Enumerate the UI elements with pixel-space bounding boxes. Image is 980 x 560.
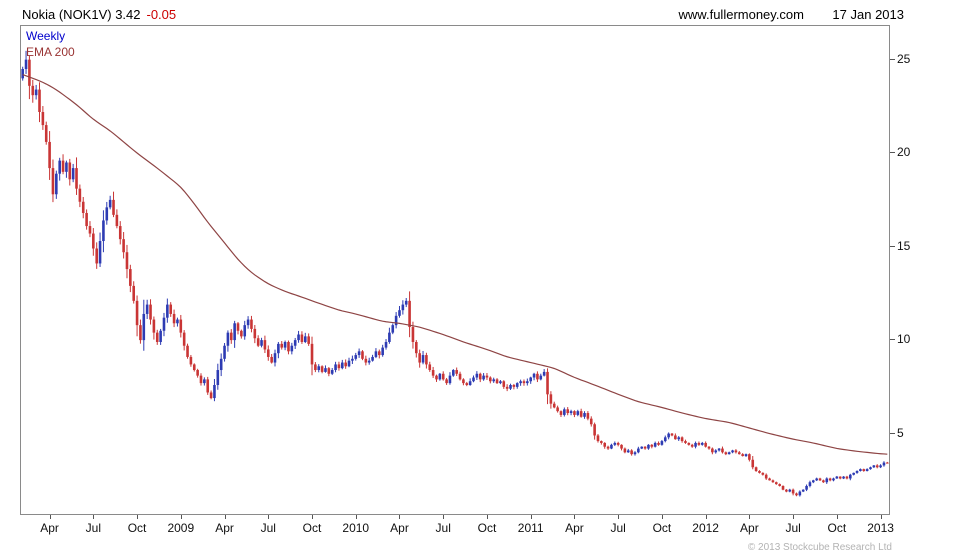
x-axis-label: Jul: [435, 521, 451, 535]
y-axis-label: 20: [897, 145, 911, 160]
x-axis-tick: [49, 515, 51, 519]
x-axis-tick: [137, 515, 139, 519]
y-axis-label: 5: [897, 425, 904, 440]
x-axis-label: Jul: [260, 521, 276, 535]
x-axis-label: 2012: [692, 521, 719, 535]
timeframe-label: Weekly: [26, 29, 66, 43]
x-axis-tick: [268, 515, 270, 519]
x-axis-tick: [312, 515, 313, 519]
x-axis-tick: [224, 515, 226, 519]
security-name-price: Nokia (NOK1V) 3.42: [22, 7, 141, 22]
y-axis-tick: [890, 432, 895, 434]
x-axis-label: Oct: [652, 521, 672, 535]
plot-area: Weekly EMA 200: [20, 25, 890, 515]
x-axis-label: 2009: [167, 521, 195, 535]
x-axis-tick: [618, 515, 620, 519]
ema-indicator-label: EMA 200: [26, 45, 75, 59]
chart-legend: Weekly EMA 200: [26, 28, 75, 60]
x-axis-tick: [574, 515, 576, 519]
copyright-notice: © 2013 Stockcube Research Ltd: [747, 542, 892, 553]
x-axis-tick: [705, 515, 707, 519]
x-axis-label: 2011: [517, 521, 544, 535]
x-axis-label: Jul: [85, 521, 101, 535]
price-chart-canvas: [21, 26, 889, 514]
x-axis-tick: [793, 515, 795, 519]
y-axis-label: 15: [897, 238, 911, 253]
x-axis-tick: [443, 515, 445, 519]
y-axis-tick: [890, 152, 895, 154]
x-axis-label: Apr: [740, 521, 759, 535]
price-change: -0.05: [146, 7, 177, 22]
x-axis-label: Jul: [610, 521, 626, 535]
website-link[interactable]: www.fullermoney.com: [678, 7, 804, 22]
x-axis-tick: [355, 515, 357, 519]
x-axis-tick: [93, 515, 95, 519]
x-axis-label: Oct: [827, 521, 847, 535]
x-axis-tick: [880, 515, 882, 519]
y-axis-tick: [890, 245, 895, 247]
y-axis-tick: [890, 58, 895, 60]
x-axis-tick: [180, 515, 182, 519]
x-axis-label: Apr: [390, 521, 409, 535]
x-axis-label: Oct: [302, 521, 322, 535]
chart-title: Nokia (NOK1V) 3.42 -0.05: [22, 7, 176, 22]
x-axis-label: Apr: [215, 521, 234, 535]
x-axis-label: Oct: [477, 521, 497, 535]
y-axis-label: 25: [897, 51, 911, 66]
x-axis-tick: [530, 515, 532, 519]
x-axis-label: 2013: [867, 521, 894, 535]
x-axis-tick: [661, 515, 663, 519]
x-axis-tick: [486, 515, 488, 519]
x-axis-label: Jul: [785, 521, 801, 535]
x-axis-label: Apr: [565, 521, 584, 535]
chart-date: 17 Jan 2013: [832, 7, 904, 22]
x-axis-tick: [836, 515, 838, 519]
x-axis-tick: [399, 515, 401, 519]
y-axis-label: 10: [897, 332, 911, 347]
y-axis-tick: [890, 339, 895, 341]
x-axis-label: Oct: [127, 521, 147, 535]
x-axis-label: Apr: [40, 521, 59, 535]
x-axis-label: 2010: [342, 521, 370, 535]
x-axis-tick: [749, 515, 751, 519]
